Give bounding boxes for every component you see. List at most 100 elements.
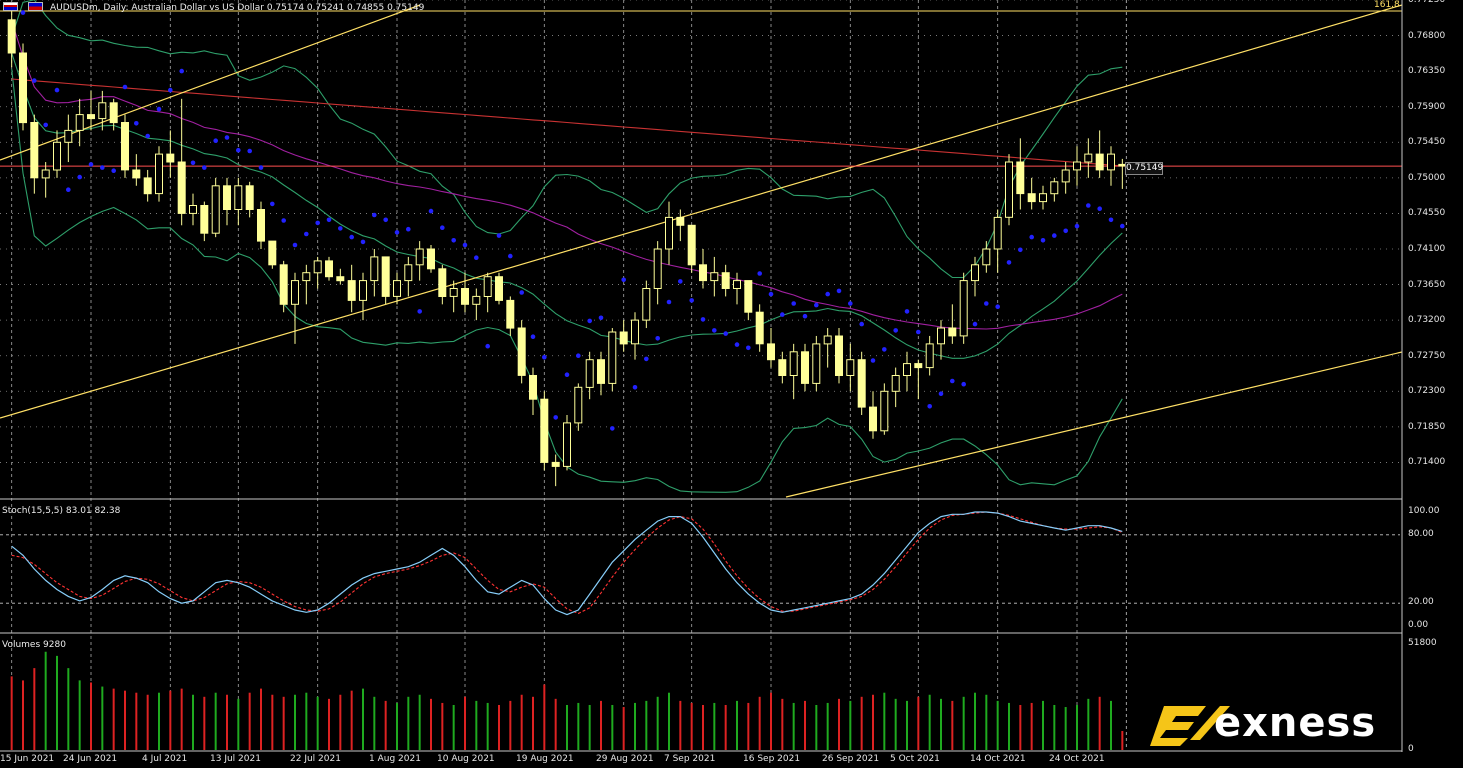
sar-dot bbox=[1097, 206, 1102, 211]
candle-body bbox=[585, 359, 594, 388]
candle-body bbox=[948, 327, 957, 337]
candle-body bbox=[279, 264, 288, 305]
candle-body bbox=[495, 276, 503, 301]
candle-body bbox=[642, 288, 651, 321]
moving-average-red-line bbox=[11, 78, 1123, 167]
price-tick-label: 0.72750 bbox=[1408, 351, 1446, 361]
stoch-tick-label: 80.00 bbox=[1408, 529, 1434, 539]
candle-body bbox=[982, 248, 991, 266]
sar-dot bbox=[1074, 223, 1080, 229]
candle-body bbox=[631, 319, 639, 345]
candle-body bbox=[597, 359, 605, 384]
price-tick-label: 0.74550 bbox=[1408, 208, 1446, 218]
candle-body bbox=[835, 335, 843, 376]
sar-dot bbox=[564, 372, 570, 378]
sar-dot bbox=[644, 356, 649, 362]
candle-body bbox=[325, 260, 333, 278]
sar-dot bbox=[32, 78, 37, 83]
candle-body bbox=[551, 461, 560, 467]
price-tick-label: 0.73650 bbox=[1408, 280, 1446, 290]
candle-body bbox=[1016, 161, 1025, 195]
sar-dot bbox=[417, 309, 423, 314]
sar-dot bbox=[77, 174, 82, 180]
candle-body bbox=[189, 205, 197, 214]
sar-dot bbox=[666, 299, 672, 305]
flag-icon bbox=[3, 2, 18, 11]
time-tick-label: 10 Aug 2021 bbox=[437, 754, 495, 764]
candle-body bbox=[880, 390, 889, 432]
time-tick-label: 15 Jun 2021 bbox=[0, 754, 55, 764]
sar-dot bbox=[542, 355, 547, 360]
chart-title: AUDUSDm, Daily: Australian Dollar vs US … bbox=[50, 3, 425, 13]
sar-dot bbox=[916, 329, 921, 335]
candle-body bbox=[517, 327, 526, 376]
sar-dot bbox=[802, 313, 808, 319]
sar-dot bbox=[122, 84, 128, 90]
price-tick-label: 0.73200 bbox=[1408, 315, 1446, 325]
candle-body bbox=[937, 327, 945, 345]
candle-body bbox=[223, 185, 231, 211]
time-tick-label: 5 Oct 2021 bbox=[890, 754, 940, 764]
sar-dot bbox=[224, 135, 230, 140]
candle-body bbox=[846, 359, 855, 377]
candle-body bbox=[200, 205, 209, 234]
sar-dot bbox=[576, 353, 581, 359]
candle-body bbox=[98, 102, 107, 120]
candle-body bbox=[30, 122, 39, 179]
candle-body bbox=[404, 264, 413, 282]
sar-dot bbox=[927, 404, 932, 409]
sar-dot bbox=[938, 391, 944, 397]
candle-body bbox=[415, 248, 424, 266]
candle-body bbox=[370, 256, 379, 282]
candle-body bbox=[19, 52, 27, 124]
candle-body bbox=[359, 280, 367, 301]
sar-dot bbox=[213, 138, 218, 143]
candle-body bbox=[812, 343, 821, 384]
stochastic-lines bbox=[11, 511, 1123, 616]
sar-dot bbox=[496, 233, 502, 238]
sar-dot bbox=[621, 277, 626, 283]
sar-dot bbox=[972, 321, 978, 327]
sar-dot bbox=[462, 242, 468, 248]
volume-tick-label: 51800 bbox=[1408, 638, 1437, 648]
sar-dot bbox=[202, 165, 207, 170]
fib-level-label: 161.8 bbox=[1374, 0, 1400, 10]
candle-body bbox=[347, 280, 356, 301]
bollinger-upper-line bbox=[11, 0, 1123, 279]
sar-dot bbox=[134, 121, 139, 126]
sar-dot bbox=[43, 122, 48, 128]
candle-body bbox=[903, 363, 911, 377]
sar-dot bbox=[1108, 217, 1114, 223]
sar-dot bbox=[88, 162, 94, 167]
time-tick-label: 1 Aug 2021 bbox=[369, 754, 421, 764]
trendlines bbox=[0, 4, 1403, 498]
sar-dot bbox=[1006, 260, 1012, 265]
sar-dot bbox=[326, 217, 332, 223]
candle-body bbox=[789, 351, 798, 376]
sar-dot bbox=[882, 347, 887, 352]
stoch-tick-label: 100.00 bbox=[1408, 506, 1440, 516]
candle-body bbox=[1107, 153, 1115, 171]
candle-body bbox=[959, 280, 968, 337]
candle-body bbox=[268, 240, 277, 266]
sar-dot bbox=[893, 328, 898, 333]
sar-dot bbox=[1063, 228, 1068, 234]
flag-icon bbox=[28, 2, 43, 11]
candle-body bbox=[291, 280, 299, 305]
candle-body bbox=[755, 311, 764, 345]
trendline bbox=[0, 4, 1403, 419]
sar-dot bbox=[723, 331, 728, 336]
candle-body bbox=[1073, 161, 1081, 171]
sar-dot bbox=[746, 345, 751, 351]
candle-body bbox=[733, 280, 741, 290]
candle-body bbox=[483, 276, 492, 298]
sar-dot bbox=[156, 106, 162, 112]
panel-frames bbox=[0, 0, 1403, 752]
sar-dot bbox=[519, 290, 524, 295]
sar-dot bbox=[530, 334, 536, 340]
stoch-tick-label: 0.00 bbox=[1408, 620, 1429, 630]
candle-body bbox=[234, 185, 243, 211]
price-tick-label: 0.75450 bbox=[1408, 137, 1446, 147]
candle-body bbox=[925, 343, 934, 369]
